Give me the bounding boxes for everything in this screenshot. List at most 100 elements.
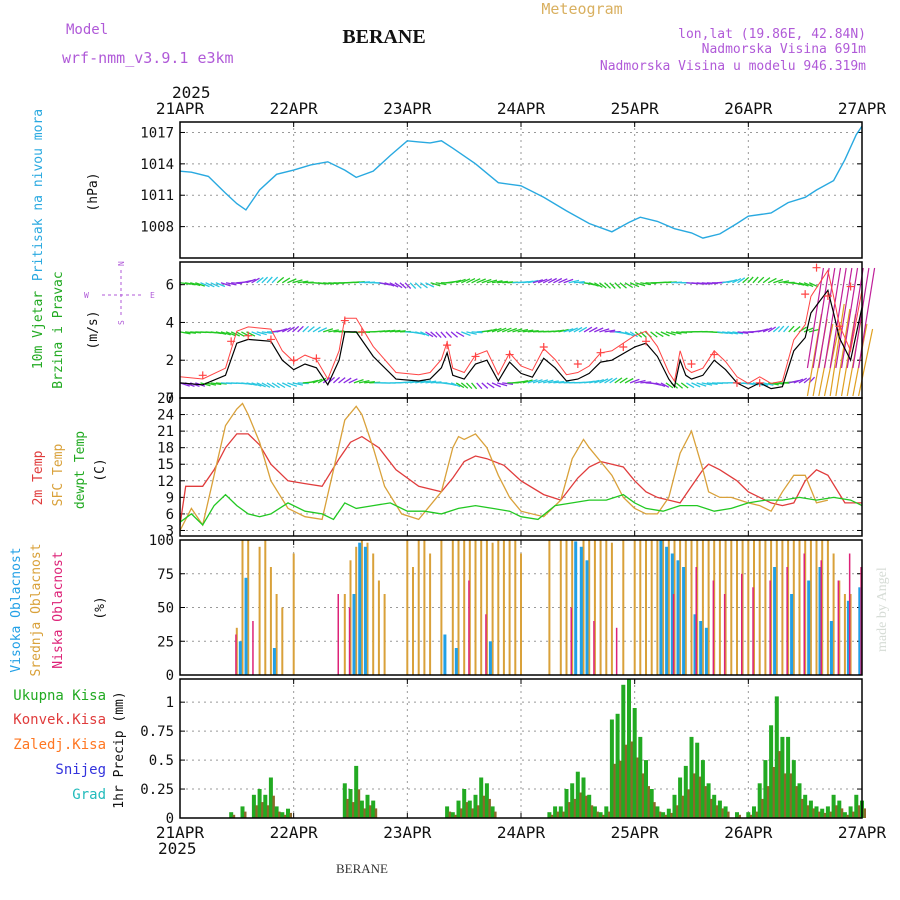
wind-direction-arrow bbox=[727, 331, 738, 335]
wind-direction-arrow bbox=[696, 282, 708, 285]
precip-bar bbox=[723, 806, 728, 818]
precip-bar bbox=[621, 684, 626, 818]
wind-direction-arrow bbox=[200, 282, 210, 288]
product-title: Meteogram bbox=[541, 0, 622, 18]
cloud-mid-bar bbox=[701, 540, 704, 675]
wind-direction-arrow bbox=[338, 377, 346, 384]
y-tick-label: 1011 bbox=[140, 188, 174, 204]
precip-conv-bar bbox=[568, 802, 571, 818]
y-tick-label: 18 bbox=[157, 441, 174, 457]
wind-direction-arrow bbox=[680, 382, 689, 389]
wind-direction-arrow bbox=[808, 282, 819, 288]
precip-bar bbox=[268, 777, 273, 818]
gust-marker bbox=[846, 282, 855, 291]
wind-direction-arrow bbox=[420, 331, 430, 337]
wind-direction-arrow bbox=[818, 267, 836, 369]
cloud-mid-bar bbox=[349, 560, 352, 676]
wind-direction-arrow bbox=[660, 382, 670, 388]
cloud-mid-bar bbox=[559, 540, 562, 675]
x-tick-label-top: 21APR bbox=[156, 99, 205, 118]
wind-direction-arrow bbox=[282, 382, 292, 388]
wind-direction-arrow bbox=[481, 382, 489, 389]
precip-bar bbox=[678, 777, 683, 818]
wind-direction-arrow bbox=[461, 278, 471, 284]
wind-direction-arrow bbox=[481, 278, 492, 284]
wind-direction-arrow bbox=[772, 326, 781, 333]
precip-bar bbox=[490, 806, 495, 818]
cloud-mid-bar bbox=[610, 542, 613, 675]
wind-direction-arrow bbox=[747, 276, 754, 284]
footer-station: BERANE bbox=[336, 861, 388, 876]
wind-direction-arrow bbox=[812, 267, 830, 369]
wind-direction-arrow bbox=[762, 382, 774, 386]
precip-conv-bar bbox=[636, 757, 639, 818]
wind-direction-arrow bbox=[317, 377, 327, 384]
wind-direction-arrow bbox=[803, 282, 814, 288]
precip-bar bbox=[553, 806, 558, 818]
wind-direction-arrow bbox=[281, 277, 291, 284]
wind-direction-arrow bbox=[722, 331, 733, 335]
precip-bar bbox=[240, 806, 245, 818]
wind-direction-arrow bbox=[455, 382, 465, 389]
wind-direction-arrow bbox=[594, 378, 605, 384]
cloud-low-bar bbox=[752, 587, 754, 676]
wind-direction-arrow bbox=[195, 282, 206, 287]
wind-direction-arrow bbox=[348, 378, 358, 384]
cloud-mid-bar bbox=[417, 540, 420, 675]
cloud-high-bar bbox=[244, 577, 248, 675]
wind-direction-arrow bbox=[486, 279, 498, 284]
wind-direction-arrow bbox=[655, 382, 666, 388]
wind-direction-arrow bbox=[497, 280, 508, 284]
cloud-mid-bar bbox=[753, 540, 755, 675]
precip-bar bbox=[825, 806, 830, 818]
wind-direction-arrow bbox=[190, 282, 201, 287]
wind-direction-arrow bbox=[409, 282, 417, 289]
y-tick-label: 0.5 bbox=[149, 753, 174, 769]
cloud-mid-bar bbox=[360, 540, 363, 675]
cloud-mid-bar bbox=[235, 627, 238, 676]
wind-direction-arrow bbox=[798, 282, 809, 287]
wind-direction-arrow bbox=[251, 277, 260, 284]
wind-direction-arrow bbox=[307, 326, 315, 333]
precip-conv-bar bbox=[829, 811, 832, 818]
wind-direction-arrow bbox=[471, 278, 481, 284]
cloud-low-bar bbox=[570, 607, 572, 675]
wind-direction-arrow bbox=[425, 282, 435, 288]
x-tick-label-top: 24APR bbox=[497, 99, 546, 118]
cloud-high-bar bbox=[670, 553, 674, 675]
wind-subtitle: Brzina i Pravac bbox=[51, 271, 66, 388]
wind-direction-arrow bbox=[445, 382, 457, 387]
wind-direction-arrow bbox=[650, 331, 658, 338]
precip-bar bbox=[450, 812, 455, 818]
cloud-mid-bar bbox=[633, 540, 636, 675]
y-tick-label: 9 bbox=[166, 490, 174, 506]
precip-bar bbox=[712, 794, 717, 818]
cloud-high-bar bbox=[238, 641, 242, 676]
wind-direction-arrow bbox=[266, 276, 273, 284]
wind-direction-arrow bbox=[251, 331, 262, 337]
y-tick-label: 1 bbox=[166, 695, 174, 711]
cloud-high-bar bbox=[659, 540, 663, 675]
precip-conv-bar bbox=[590, 805, 594, 818]
gust-marker bbox=[340, 316, 349, 325]
cloud-mid-bar bbox=[815, 540, 818, 675]
precip-conv-bar bbox=[840, 808, 844, 818]
wind-direction-arrow bbox=[496, 327, 507, 333]
temp-dew-label: dewpt Temp bbox=[73, 431, 88, 509]
wind-direction-arrow bbox=[665, 382, 674, 389]
precip-bar bbox=[615, 713, 620, 819]
precip-conv-bar bbox=[477, 805, 480, 818]
precip-conv-bar bbox=[812, 808, 815, 818]
x-tick-label-bottom: 23APR bbox=[383, 823, 432, 842]
precip-bar bbox=[774, 696, 779, 818]
wind-direction-arrow bbox=[558, 278, 568, 284]
precip-bar bbox=[598, 812, 603, 818]
wind-direction-arrow bbox=[312, 378, 323, 384]
precip-conv-bar bbox=[596, 811, 599, 818]
gust-marker bbox=[539, 343, 548, 351]
cloud-high-bar bbox=[488, 641, 492, 676]
precip-bar bbox=[229, 812, 234, 818]
wind-direction-arrow bbox=[783, 325, 790, 333]
year-bottom: 2025 bbox=[158, 839, 197, 858]
